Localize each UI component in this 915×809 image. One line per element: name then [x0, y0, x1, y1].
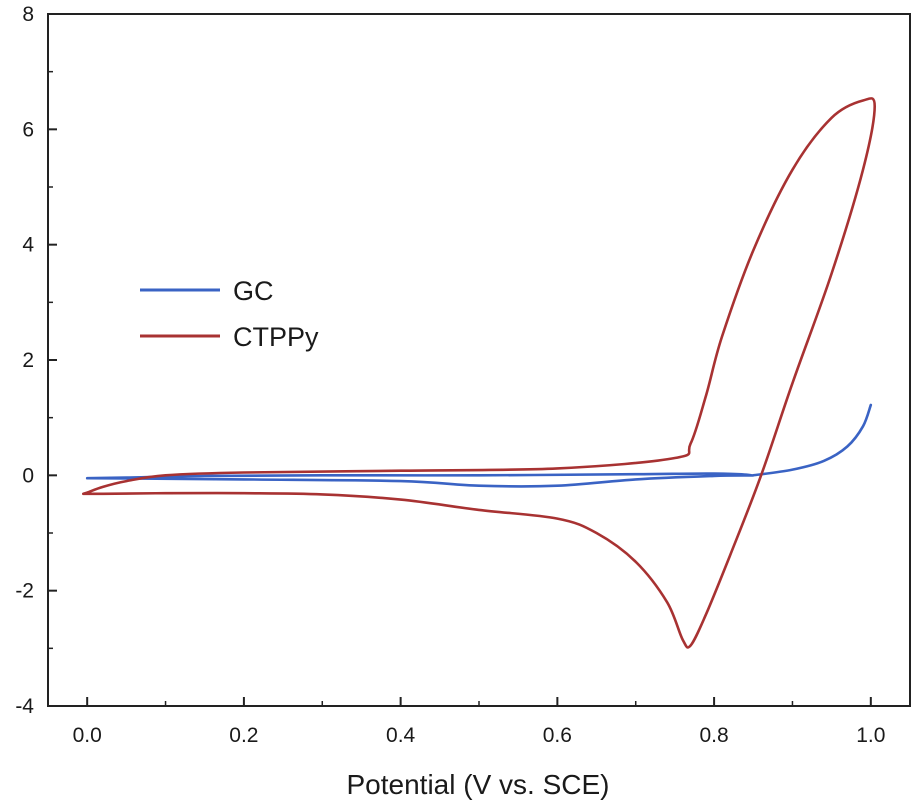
x-tick-label: 1.0 [856, 724, 885, 747]
x-tick-label: 0.2 [229, 724, 258, 747]
plot-frame [47, 13, 911, 707]
x-tick-label: 0.6 [543, 724, 572, 747]
y-tick-label: -4 [15, 695, 34, 718]
x-tick-label: 0.8 [699, 724, 728, 747]
series-line-gc [85, 472, 755, 488]
series-line-gc-branch [752, 403, 873, 477]
series-group [82, 97, 876, 649]
y-tick-label: 4 [22, 234, 34, 257]
y-tick-label: 8 [22, 3, 34, 26]
legend-label-gc: GC [233, 276, 274, 306]
legend: GC CTPPy [140, 276, 319, 352]
x-axis-title: Potential (V vs. SCE) [347, 769, 610, 800]
y-tick-label: 6 [22, 118, 34, 141]
y-axis: -4 -2 0 2 4 6 8 [15, 3, 57, 718]
y-tick-label: -2 [15, 580, 34, 603]
y-tick-label: 0 [22, 464, 34, 487]
legend-label-ctppy: CTPPy [233, 322, 319, 352]
x-tick-label: 0.4 [386, 724, 416, 747]
y-tick-label: 2 [22, 349, 34, 372]
x-axis: 0.0 0.2 0.4 0.6 0.8 1.0 [73, 697, 885, 747]
series-line-ctppy [82, 97, 876, 649]
x-tick-label: 0.0 [73, 724, 102, 747]
plot-border [47, 13, 911, 707]
